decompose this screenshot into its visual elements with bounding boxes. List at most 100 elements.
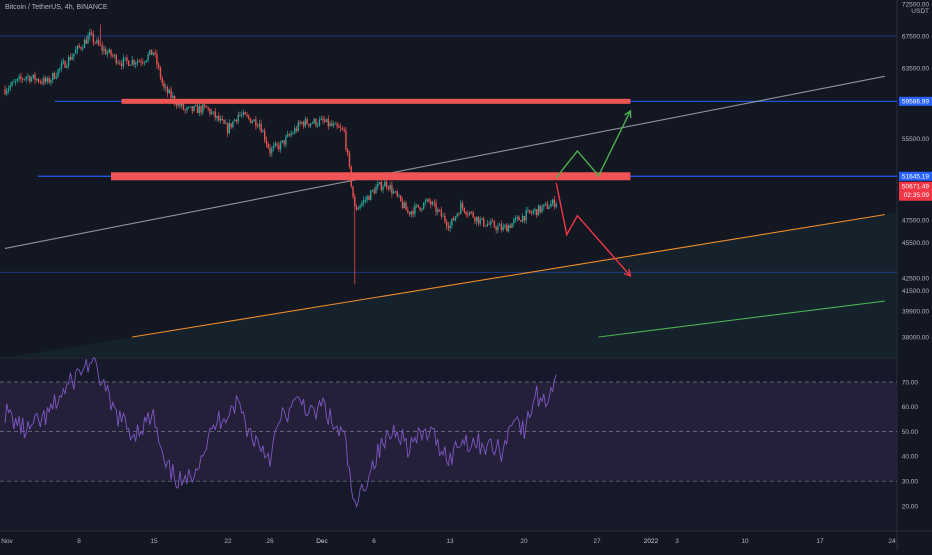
candle-body bbox=[163, 82, 165, 88]
candle-body bbox=[248, 115, 250, 119]
candle-body bbox=[329, 123, 331, 127]
candle bbox=[112, 53, 114, 59]
candle bbox=[159, 65, 162, 81]
candle-body bbox=[518, 216, 520, 221]
candle-body bbox=[198, 106, 201, 114]
rsi-axis-label: 70.00 bbox=[902, 379, 919, 386]
candle-body bbox=[431, 202, 434, 205]
candle bbox=[188, 106, 190, 110]
candle bbox=[514, 215, 517, 223]
candle bbox=[18, 73, 20, 82]
candle-body bbox=[113, 55, 116, 57]
candle bbox=[6, 87, 8, 97]
candle bbox=[345, 127, 347, 153]
candle-body bbox=[297, 122, 299, 131]
candle-body bbox=[193, 106, 195, 112]
candle bbox=[417, 204, 420, 208]
candle bbox=[332, 121, 335, 129]
candle bbox=[322, 115, 324, 125]
candle-body bbox=[110, 49, 112, 56]
candle-body bbox=[255, 119, 257, 127]
candle bbox=[430, 198, 432, 209]
candle bbox=[525, 206, 527, 224]
candle-body bbox=[332, 123, 335, 126]
candle bbox=[495, 225, 497, 234]
candle bbox=[491, 218, 494, 223]
candle bbox=[156, 50, 158, 69]
candle-body bbox=[419, 207, 421, 211]
candle-body bbox=[534, 209, 536, 212]
candle bbox=[226, 122, 229, 138]
candle-body bbox=[279, 142, 282, 150]
candle bbox=[53, 71, 56, 80]
candle bbox=[152, 52, 155, 56]
time-axis-label: 17 bbox=[816, 538, 824, 545]
candle bbox=[165, 83, 167, 92]
candle-body bbox=[233, 119, 236, 122]
candle-body bbox=[29, 76, 31, 82]
candle-body bbox=[382, 186, 384, 190]
candle bbox=[435, 199, 437, 217]
candle-body bbox=[472, 212, 474, 218]
candle bbox=[553, 195, 556, 210]
candle-body bbox=[421, 208, 423, 211]
candle-body bbox=[302, 122, 305, 127]
candle bbox=[186, 106, 188, 114]
candle bbox=[105, 46, 107, 55]
candle-body bbox=[530, 212, 533, 214]
candle bbox=[546, 200, 549, 210]
candle bbox=[412, 207, 414, 218]
candle-body bbox=[36, 79, 38, 81]
candle bbox=[488, 221, 490, 225]
candle-body bbox=[94, 42, 96, 44]
candle-body bbox=[377, 184, 379, 187]
candle bbox=[279, 140, 282, 153]
candle-body bbox=[449, 225, 451, 229]
candle bbox=[147, 52, 149, 63]
candle-body bbox=[338, 126, 340, 128]
candle-body bbox=[83, 39, 86, 49]
candle-body bbox=[506, 225, 508, 232]
candle-body bbox=[438, 209, 441, 211]
candle-body bbox=[244, 112, 246, 115]
candle bbox=[64, 60, 66, 69]
candle-body bbox=[378, 182, 381, 185]
candle-body bbox=[87, 36, 89, 44]
candle bbox=[463, 207, 466, 214]
candle-body bbox=[262, 130, 264, 133]
candle bbox=[498, 222, 501, 226]
candle-body bbox=[306, 119, 308, 124]
candle bbox=[368, 195, 370, 201]
candle-body bbox=[103, 48, 105, 51]
candle-body bbox=[127, 60, 130, 66]
candle bbox=[410, 210, 413, 218]
candle-body bbox=[276, 143, 278, 146]
symbol-name: Bitcoin / TetherUS bbox=[5, 4, 61, 11]
candle-body bbox=[354, 196, 356, 207]
candle bbox=[445, 219, 448, 230]
candle-body bbox=[14, 80, 17, 82]
candle-body bbox=[145, 60, 148, 63]
candle bbox=[258, 119, 261, 130]
candle bbox=[507, 223, 510, 234]
candle-body bbox=[550, 203, 552, 208]
candle-body bbox=[453, 218, 455, 221]
candle bbox=[110, 48, 112, 59]
candle-body bbox=[6, 90, 8, 94]
candle-body bbox=[309, 123, 312, 126]
candle bbox=[407, 206, 409, 214]
candle-body bbox=[398, 195, 400, 197]
candle-body bbox=[523, 216, 526, 221]
candle-body bbox=[67, 56, 70, 66]
candle bbox=[343, 127, 345, 133]
candle bbox=[550, 199, 552, 208]
last-price-countdown: 02:35:09 bbox=[904, 192, 930, 199]
candle-body bbox=[423, 202, 425, 209]
candle bbox=[122, 54, 125, 70]
candle bbox=[96, 37, 98, 45]
candle-body bbox=[264, 130, 266, 140]
candle bbox=[453, 215, 455, 221]
candle bbox=[375, 183, 377, 194]
candle-body bbox=[62, 61, 64, 64]
candle bbox=[85, 36, 87, 45]
